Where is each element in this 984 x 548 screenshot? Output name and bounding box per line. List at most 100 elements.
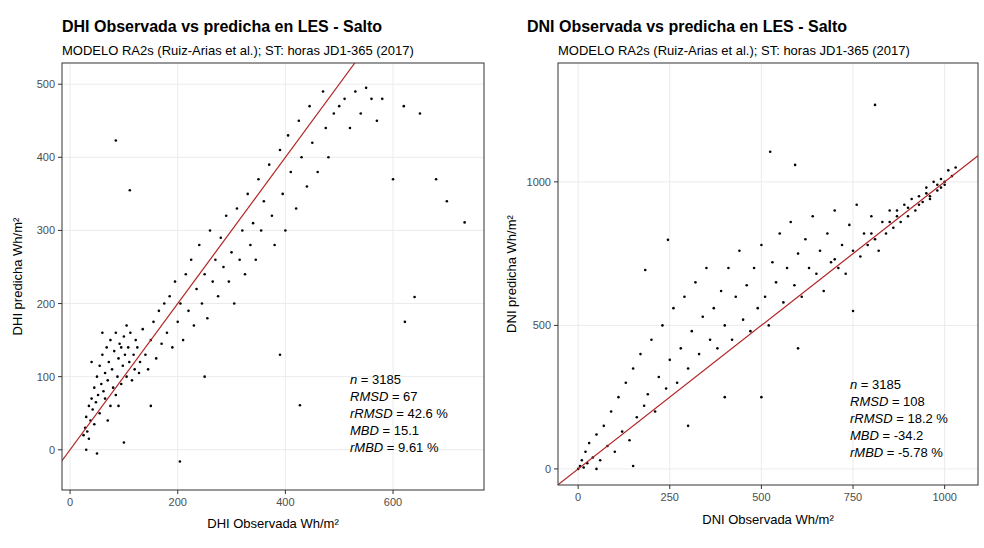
point — [203, 273, 206, 276]
point — [254, 258, 257, 261]
point — [132, 353, 135, 356]
tick-label: 500 — [37, 78, 55, 90]
point — [120, 346, 123, 349]
annotation-name: rRMSD — [850, 411, 893, 426]
point — [113, 350, 116, 353]
point — [230, 251, 233, 254]
point — [158, 310, 161, 313]
tick-label: 0 — [49, 444, 55, 456]
point — [833, 209, 836, 212]
point — [246, 193, 249, 196]
point — [131, 379, 134, 382]
point — [120, 383, 123, 386]
point — [284, 229, 287, 232]
grid-line — [62, 230, 484, 231]
point — [105, 346, 108, 349]
point — [163, 302, 166, 305]
tick — [669, 485, 670, 489]
point — [106, 379, 109, 382]
point — [260, 229, 263, 232]
point — [128, 361, 131, 364]
annotation: rMBD = -5.78 % — [850, 445, 943, 460]
point — [404, 321, 407, 324]
tick-label: 200 — [169, 496, 187, 508]
title: DHI Observada vs predicha en LES - Salto — [62, 18, 382, 35]
point — [127, 346, 130, 349]
tick — [58, 449, 62, 450]
point — [603, 425, 606, 428]
point — [193, 324, 196, 327]
point — [716, 347, 719, 350]
point — [639, 353, 642, 356]
grid-line — [62, 84, 484, 85]
annotation: RMSD = 67 — [350, 389, 418, 404]
point — [819, 249, 822, 252]
point — [800, 295, 803, 298]
chart-panel: 02004006000100200300400500DHI Observada … — [10, 18, 484, 531]
point — [91, 408, 94, 411]
point — [354, 90, 357, 93]
identity-line — [62, 63, 355, 461]
point — [241, 229, 244, 232]
point — [877, 249, 880, 252]
annotation-value: = -34.2 — [879, 428, 923, 443]
tick-label: 400 — [276, 496, 294, 508]
point — [115, 139, 118, 142]
annotation-name: RMSD — [350, 389, 388, 404]
point — [709, 338, 712, 341]
point — [298, 119, 301, 122]
point — [815, 272, 818, 275]
point — [413, 296, 416, 299]
point — [844, 272, 847, 275]
point — [720, 290, 723, 293]
tick-label: 1000 — [527, 176, 551, 188]
point — [687, 425, 690, 428]
point — [203, 375, 206, 378]
point — [343, 98, 346, 101]
grid-line — [285, 63, 286, 490]
annotation-name: n — [850, 377, 857, 392]
point — [797, 252, 800, 255]
tick-label: 600 — [384, 496, 402, 508]
point — [778, 232, 781, 235]
point — [584, 450, 587, 453]
point — [419, 112, 422, 115]
point — [166, 331, 169, 334]
chart-panel: 0250500750100005001000DNI Observada vs p… — [504, 18, 978, 527]
tick-label: 0 — [545, 463, 551, 475]
point — [306, 185, 309, 188]
point — [679, 347, 682, 350]
point — [206, 317, 209, 320]
point — [150, 405, 153, 408]
point — [93, 423, 96, 426]
point — [104, 372, 107, 375]
point — [171, 346, 174, 349]
point — [322, 90, 325, 93]
grid-line — [669, 63, 670, 485]
point — [349, 127, 352, 130]
annotation-value: = 108 — [888, 394, 925, 409]
point — [888, 221, 891, 224]
point — [252, 222, 255, 225]
point — [101, 331, 104, 334]
point — [775, 281, 778, 284]
point — [705, 267, 708, 270]
point — [129, 189, 132, 192]
point — [632, 367, 635, 370]
point — [187, 310, 190, 313]
point — [749, 330, 752, 333]
tick-label: 750 — [844, 491, 862, 503]
tick — [70, 490, 71, 494]
point — [848, 224, 851, 227]
point — [324, 127, 327, 130]
point — [793, 284, 796, 287]
point — [333, 112, 336, 115]
annotation: n = 3185 — [850, 377, 901, 392]
plot-frame — [62, 63, 484, 490]
point — [228, 280, 231, 283]
point — [123, 335, 126, 338]
x-axis-label: DNI Observada Wh/m² — [702, 512, 834, 527]
subtitle: MODELO RA2s (Ruiz-Arias et al.); ST: hor… — [62, 43, 414, 58]
annotation: MBD = 15.1 — [350, 423, 419, 438]
point — [581, 459, 584, 462]
